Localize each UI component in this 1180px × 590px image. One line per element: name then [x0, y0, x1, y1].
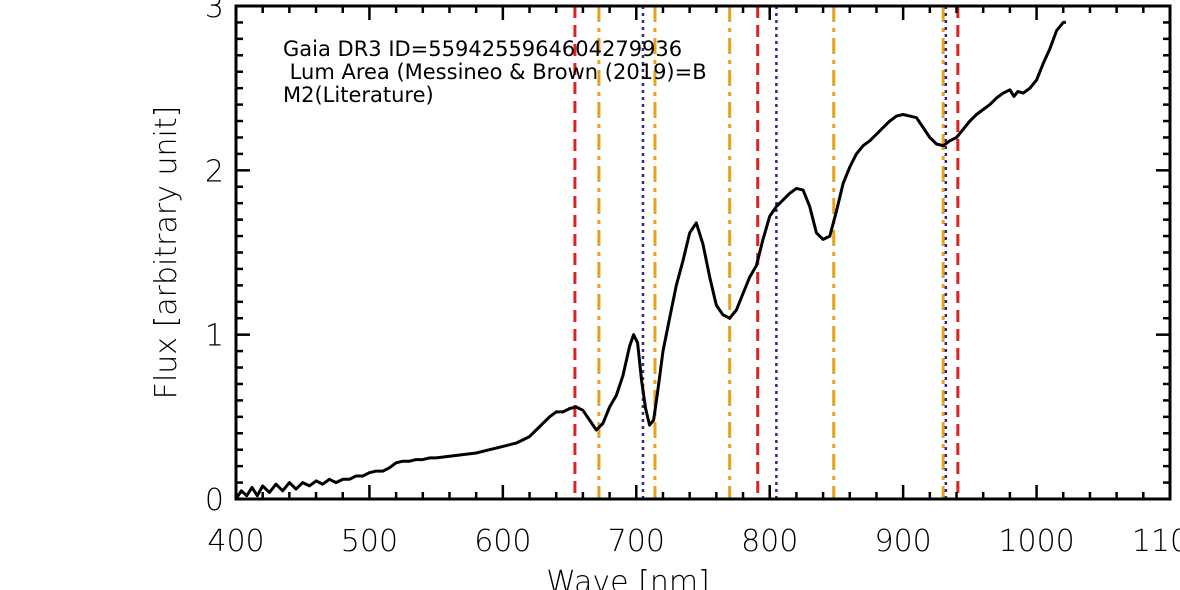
y-tick-label: 3: [205, 0, 224, 25]
x-tick-label: 500: [341, 524, 398, 559]
y-tick-label: 1: [205, 319, 224, 354]
plot-frame: [234, 4, 1172, 501]
flux-spectrum-line: [234, 20, 1066, 500]
x-tick-label: 400: [207, 524, 264, 559]
annotation-lum-area: Lum Area (Messineo & Brown (2019)=B: [283, 60, 707, 84]
y-tick-label: 2: [205, 154, 224, 189]
y-tick-labels: 0 1 2 3: [205, 0, 224, 518]
x-tick-label: 600: [474, 524, 531, 559]
x-axis-title: Wave [nm]: [546, 565, 710, 590]
x-tick-label: 800: [741, 524, 798, 559]
y-tick-label: 0: [205, 483, 224, 518]
spectral-line-markers: [573, 6, 960, 499]
annotation-gaia-id: Gaia DR3 ID=5594255964604279936: [283, 37, 682, 61]
x-tick-label: 700: [608, 524, 665, 559]
y-axis-title: Flux [arbitrary unit]: [149, 106, 184, 400]
annotation-spectral-type: M2(Literature): [283, 83, 434, 107]
x-tick-label: 1000: [998, 524, 1074, 559]
x-tick-label: 900: [875, 524, 932, 559]
